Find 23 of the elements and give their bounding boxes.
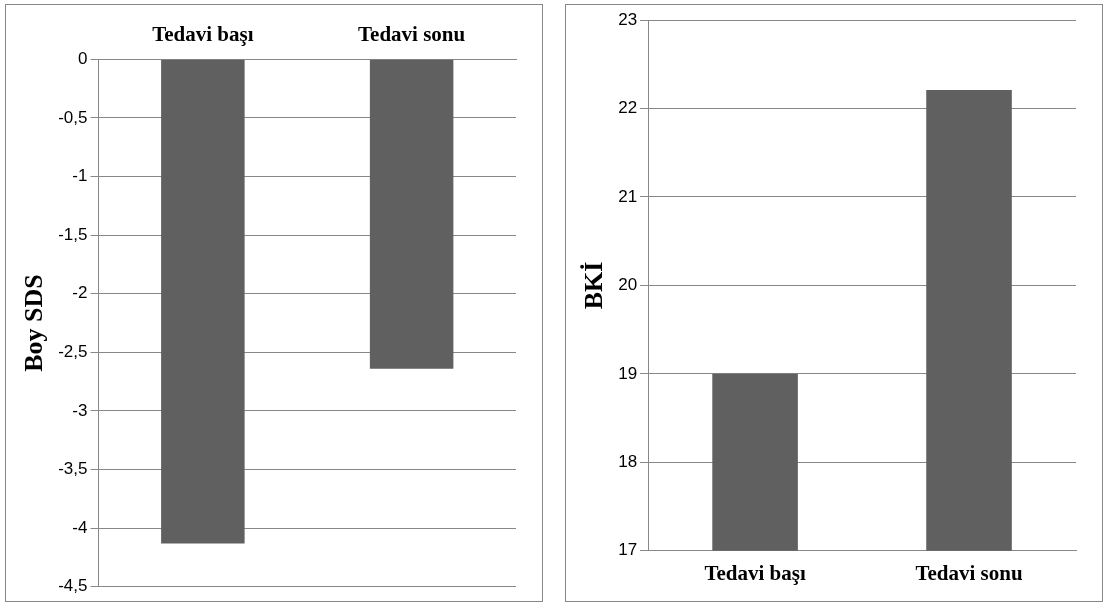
y-tick-label: -4,5	[58, 576, 88, 596]
y-tick-label: 18	[618, 452, 638, 472]
y-axis-title: Boy SDS	[19, 274, 49, 372]
y-tick-label: -2	[72, 283, 88, 303]
y-tick-label: -0,5	[58, 107, 88, 127]
x-tick-label: Tedavi sonu	[358, 22, 466, 47]
x-tick-label: Tedavi sonu	[915, 560, 1023, 585]
y-tick-label: 20	[618, 275, 638, 295]
x-tick-label: Tedavi başı	[704, 560, 806, 585]
y-tick-label: 21	[618, 186, 638, 206]
y-tick-label: -1,5	[58, 224, 88, 244]
y-tick-label: -2,5	[58, 342, 88, 361]
y-tick-label: -3,5	[58, 459, 88, 479]
y-tick-label: 19	[618, 363, 638, 383]
y-axis-title: BKİ	[579, 261, 609, 310]
y-tick-label: -1	[72, 166, 88, 186]
y-tick-label: 0	[78, 48, 88, 68]
y-tick-label: 23	[618, 9, 638, 29]
x-tick-label: Tedavi başı	[152, 22, 254, 47]
y-tick-label: -3	[72, 400, 88, 420]
y-tick-label: 17	[618, 540, 638, 560]
y-tick-label: -4	[72, 517, 88, 537]
y-tick-label: 22	[618, 98, 638, 118]
